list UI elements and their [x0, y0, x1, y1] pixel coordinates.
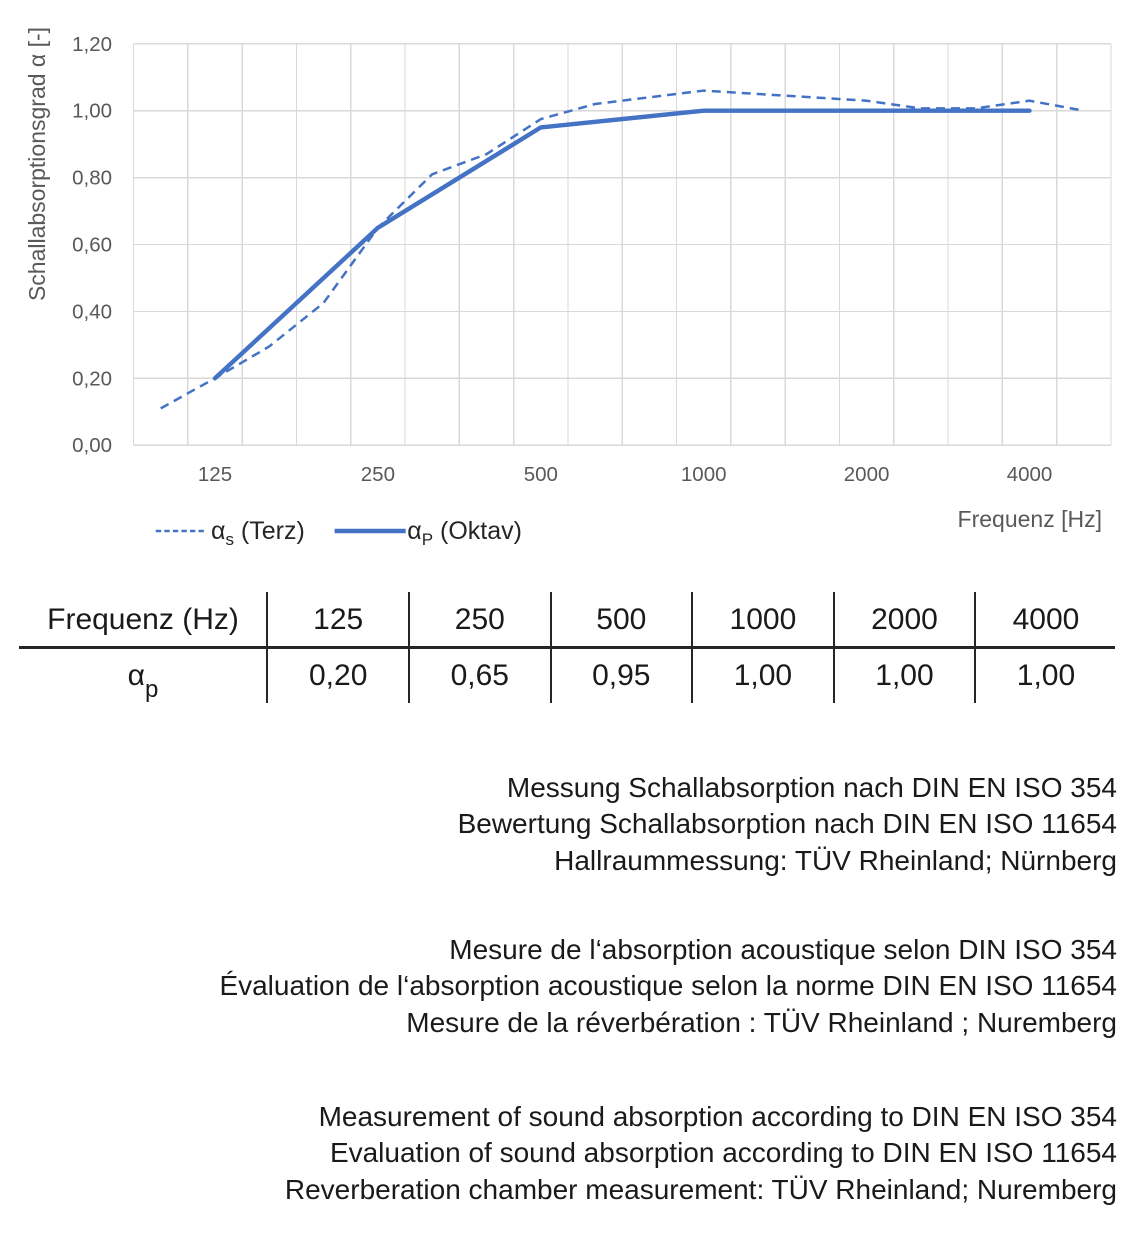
svg-text:0,20: 0,20	[72, 367, 112, 390]
svg-text:125: 125	[198, 463, 232, 486]
svg-text:0,40: 0,40	[72, 300, 112, 323]
svg-text:1,00: 1,00	[72, 100, 112, 123]
svg-text:αs (Terz): αs (Terz)	[211, 517, 305, 549]
svg-text:Schallabsorptionsgrad α [-]: Schallabsorptionsgrad α [-]	[24, 27, 50, 301]
svg-text:2000: 2000	[844, 463, 890, 486]
svg-text:500: 500	[524, 463, 558, 486]
svg-text:1000: 1000	[681, 463, 727, 486]
svg-text:0,80: 0,80	[72, 167, 112, 190]
svg-text:4000: 4000	[1007, 463, 1053, 486]
svg-text:αP (Oktav): αP (Oktav)	[407, 517, 522, 549]
svg-text:0,60: 0,60	[72, 234, 112, 257]
svg-text:1,20: 1,20	[72, 33, 112, 56]
svg-text:0,00: 0,00	[72, 434, 112, 457]
svg-text:250: 250	[361, 463, 395, 486]
svg-text:Frequenz [Hz]: Frequenz [Hz]	[958, 506, 1102, 532]
